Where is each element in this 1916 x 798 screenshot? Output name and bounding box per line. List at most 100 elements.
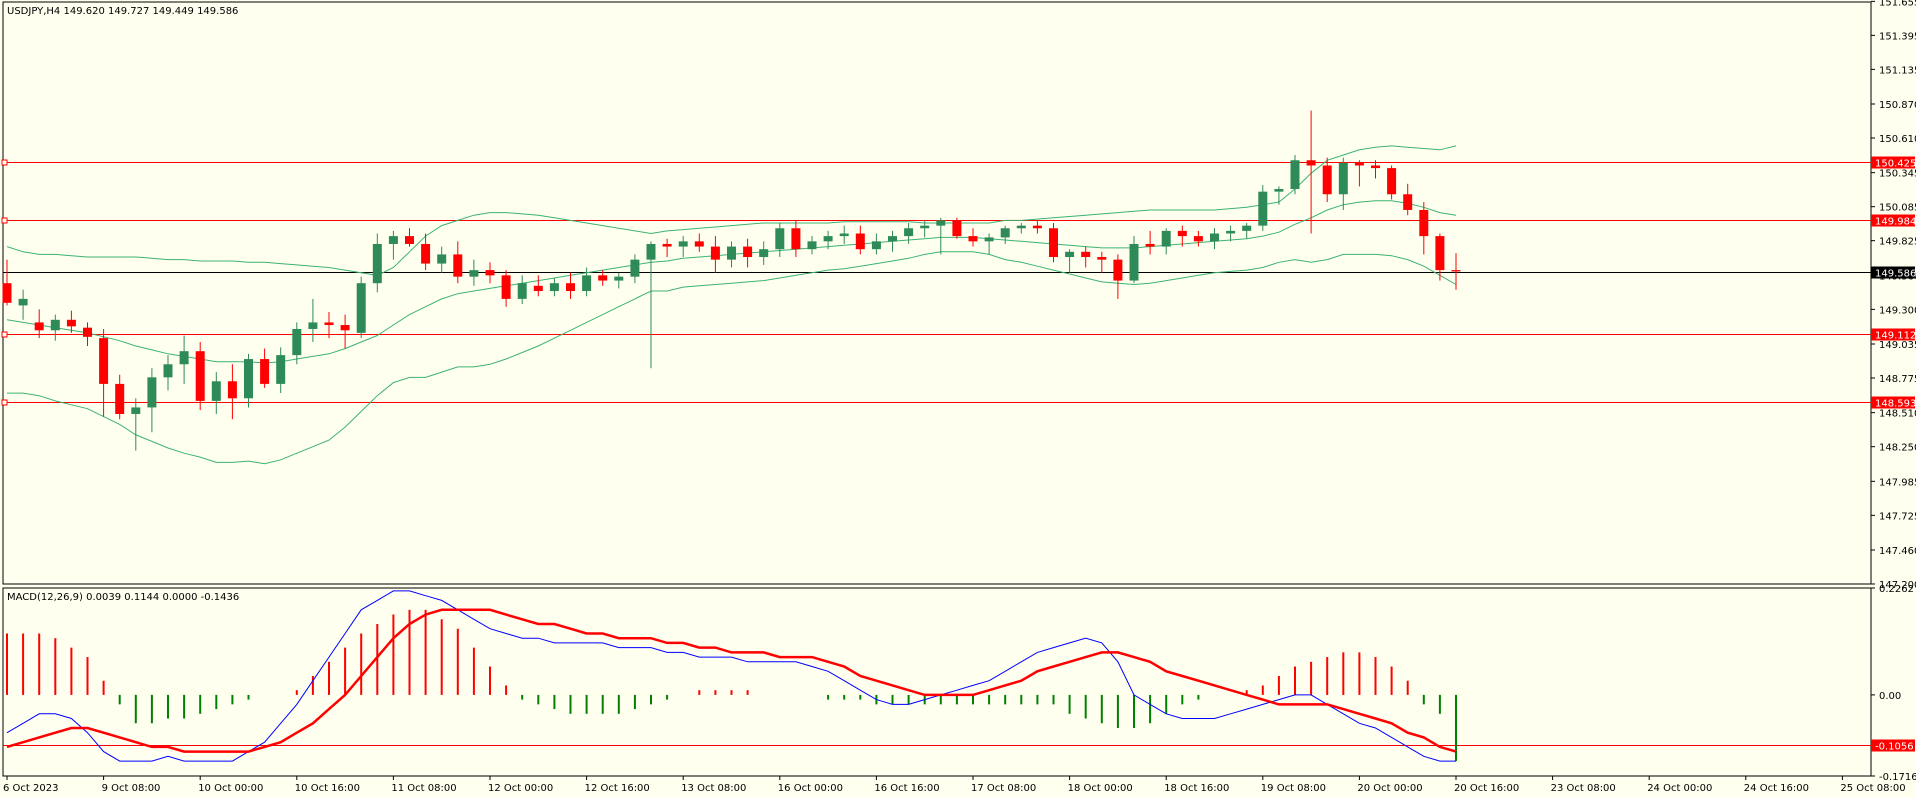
candle[interactable] xyxy=(356,276,366,339)
level-line-handle[interactable] xyxy=(1,217,8,224)
candle[interactable] xyxy=(1226,225,1236,242)
candle[interactable] xyxy=(582,267,592,297)
level-line-handle[interactable] xyxy=(1,399,8,406)
candle[interactable] xyxy=(388,230,398,260)
candle[interactable] xyxy=(984,233,994,255)
candle[interactable] xyxy=(839,225,849,244)
candle[interactable] xyxy=(1161,228,1171,255)
candle[interactable] xyxy=(453,241,463,284)
candle[interactable] xyxy=(678,236,688,258)
candle[interactable] xyxy=(276,347,286,394)
candle[interactable] xyxy=(727,241,736,268)
candle[interactable] xyxy=(1451,253,1461,290)
candle[interactable] xyxy=(1129,236,1139,284)
candle[interactable] xyxy=(533,275,543,297)
candle[interactable] xyxy=(1193,230,1203,247)
candle[interactable] xyxy=(372,233,382,293)
candle[interactable] xyxy=(115,374,125,420)
candle[interactable] xyxy=(469,259,479,286)
level-line-handle[interactable] xyxy=(1,331,8,338)
candle[interactable] xyxy=(1097,251,1107,273)
candle[interactable] xyxy=(405,228,414,247)
candle[interactable] xyxy=(1435,233,1445,281)
candle[interactable] xyxy=(1371,160,1380,179)
candle[interactable] xyxy=(710,236,720,273)
candle[interactable] xyxy=(18,289,28,320)
candle[interactable] xyxy=(920,220,930,238)
candle[interactable] xyxy=(501,270,511,307)
candle[interactable] xyxy=(823,230,833,250)
candle[interactable] xyxy=(630,254,640,284)
candle[interactable] xyxy=(855,225,865,255)
candle[interactable] xyxy=(968,228,978,247)
candle[interactable] xyxy=(1242,223,1252,239)
candle[interactable] xyxy=(131,398,141,451)
level-line-handle[interactable] xyxy=(1,159,8,166)
candle[interactable] xyxy=(904,223,914,244)
macd-pane[interactable] xyxy=(3,590,1871,762)
candle[interactable] xyxy=(292,322,302,365)
candle[interactable] xyxy=(324,311,334,339)
candle[interactable] xyxy=(437,246,447,273)
candle[interactable] xyxy=(1403,183,1413,216)
candle[interactable] xyxy=(83,322,92,346)
candle[interactable] xyxy=(227,364,237,420)
candle[interactable] xyxy=(1419,202,1429,255)
candle[interactable] xyxy=(1113,254,1123,299)
candle[interactable] xyxy=(646,241,656,369)
candle[interactable] xyxy=(598,270,608,286)
candle[interactable] xyxy=(34,309,44,339)
candle[interactable] xyxy=(1306,110,1316,234)
candle[interactable] xyxy=(759,241,769,265)
candle[interactable] xyxy=(179,335,189,384)
candle[interactable] xyxy=(421,233,431,271)
candle[interactable] xyxy=(244,353,253,408)
candle[interactable] xyxy=(340,314,350,349)
candle[interactable] xyxy=(1145,230,1155,255)
candle[interactable] xyxy=(211,372,221,414)
candle[interactable] xyxy=(2,259,12,306)
candle[interactable] xyxy=(66,310,76,333)
candle[interactable] xyxy=(517,275,527,305)
candle[interactable] xyxy=(1081,246,1091,268)
candle[interactable] xyxy=(1322,157,1332,203)
candle[interactable] xyxy=(1387,165,1397,200)
candle[interactable] xyxy=(1290,155,1300,195)
candle[interactable] xyxy=(1210,228,1219,250)
candle[interactable] xyxy=(195,342,205,411)
candle[interactable] xyxy=(1049,223,1058,263)
candle[interactable] xyxy=(1016,223,1026,234)
candle[interactable] xyxy=(147,368,157,433)
candle[interactable] xyxy=(936,217,946,255)
candle[interactable] xyxy=(50,314,60,341)
candle[interactable] xyxy=(163,355,173,391)
candle[interactable] xyxy=(1258,185,1268,231)
candle[interactable] xyxy=(1065,249,1075,273)
candle[interactable] xyxy=(549,277,559,297)
candle[interactable] xyxy=(1032,220,1042,234)
candle[interactable] xyxy=(485,262,495,284)
candle[interactable] xyxy=(308,298,318,343)
candle[interactable] xyxy=(99,328,109,417)
candle[interactable] xyxy=(260,348,270,388)
candle[interactable] xyxy=(1177,225,1187,247)
price-axis-label: 151.655 xyxy=(1879,0,1916,8)
candle[interactable] xyxy=(614,272,624,289)
candle[interactable] xyxy=(743,238,753,268)
candle[interactable] xyxy=(662,238,672,258)
candle[interactable] xyxy=(952,217,962,239)
price-pane[interactable] xyxy=(1,110,1871,465)
candle[interactable] xyxy=(694,233,704,252)
candle[interactable] xyxy=(1000,225,1010,244)
candle[interactable] xyxy=(566,272,575,299)
candle[interactable] xyxy=(791,220,801,258)
candle[interactable] xyxy=(1354,160,1364,187)
candle[interactable] xyxy=(1274,186,1284,205)
candle[interactable] xyxy=(1338,157,1348,210)
candle[interactable] xyxy=(775,223,785,258)
time-axis-label: 12 Oct 00:00 xyxy=(488,783,553,794)
candle[interactable] xyxy=(871,233,881,255)
macd-axis-label: 0.2262 xyxy=(1879,584,1914,595)
candle[interactable] xyxy=(888,230,897,252)
candle[interactable] xyxy=(807,236,817,255)
